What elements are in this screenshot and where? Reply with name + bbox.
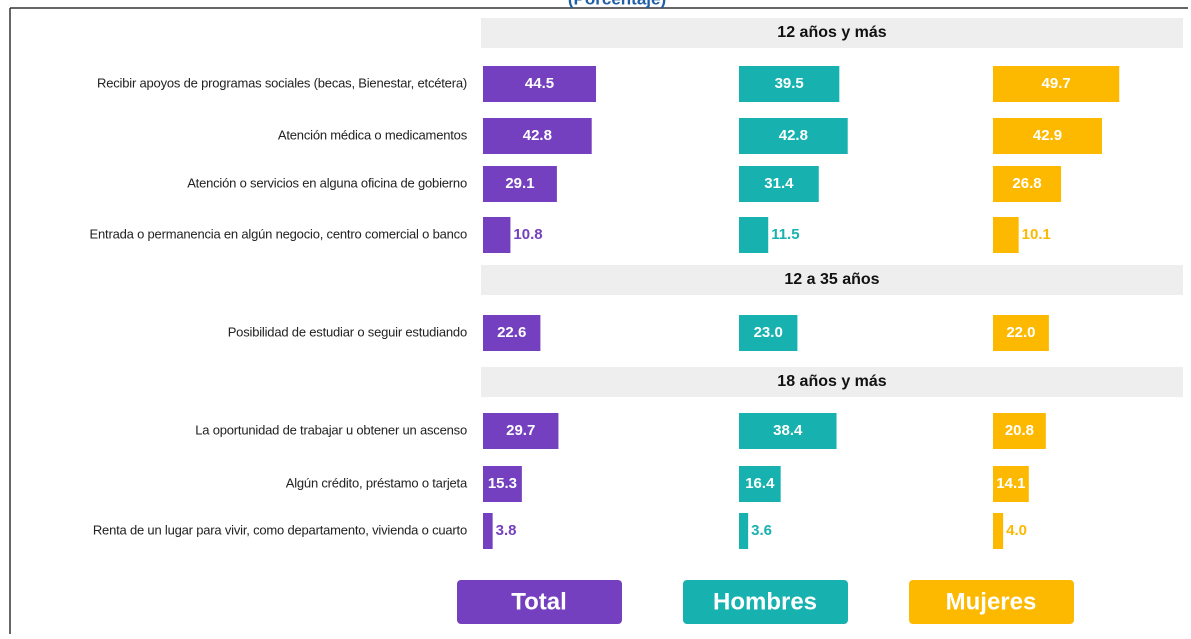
row-label: Posibilidad de estudiar o seguir estudia… [228,324,467,339]
section-title: 18 años y más [777,373,887,390]
bar [483,217,511,253]
section-band [481,18,1183,48]
bar [483,66,597,102]
bar [739,118,848,154]
value-label: 10.8 [513,226,542,243]
row-label: Entrada o permanencia en algún negocio, … [90,226,467,241]
legend-swatch [457,580,622,624]
bar [739,466,781,502]
bar [739,66,840,102]
section-band [481,265,1183,295]
value-label: 10.1 [1022,226,1051,243]
bar [739,166,819,202]
value-label: 39.5 [775,75,804,92]
bar [483,315,541,351]
chart-subtitle: (Porcentaje) [568,0,666,8]
bar [993,217,1019,253]
bar [739,513,749,549]
section-band [481,367,1183,397]
row-label: Atención o servicios en alguna oficina d… [187,175,467,190]
value-label: 44.5 [525,75,554,92]
bar [483,413,559,449]
value-label: 31.4 [764,175,794,192]
bar [993,166,1062,202]
bar [739,315,798,351]
value-label: 42.9 [1033,127,1062,144]
legend-swatch [909,580,1074,624]
value-label: 14.1 [996,475,1025,492]
bar [739,217,769,253]
value-label: 16.4 [745,475,775,492]
value-label: 49.7 [1042,75,1071,92]
value-label: 38.4 [773,422,803,439]
bar [993,466,1029,502]
section-title: 12 años y más [777,24,887,41]
bar [993,66,1120,102]
bar [483,166,557,202]
section-title: 12 a 35 años [784,271,879,288]
value-label: 29.7 [506,422,535,439]
value-label: 20.8 [1005,422,1034,439]
value-label: 26.8 [1012,175,1041,192]
row-label: La oportunidad de trabajar u obtener un … [195,422,467,437]
value-label: 3.8 [496,522,517,539]
bar [993,513,1004,549]
row-label: Algún crédito, préstamo o tarjeta [286,475,468,490]
legend-label: Mujeres [946,588,1037,615]
bar [993,315,1049,351]
bar [483,466,522,502]
value-label: 42.8 [779,127,808,144]
value-label: 42.8 [523,127,552,144]
legend-swatch [683,580,848,624]
row-label: Renta de un lugar para vivir, como depar… [93,522,467,537]
bar [993,118,1102,154]
value-label: 22.6 [497,324,526,341]
row-label: Atención médica o medicamentos [278,127,468,142]
bar [483,513,493,549]
value-label: 11.5 [771,226,799,243]
value-label: 29.1 [505,175,534,192]
value-label: 4.0 [1006,522,1027,539]
bar [739,413,837,449]
value-label: 15.3 [488,475,517,492]
value-label: 23.0 [754,324,783,341]
bar [483,118,592,154]
value-label: 3.6 [751,522,772,539]
bar [993,413,1046,449]
value-label: 22.0 [1006,324,1035,341]
row-label: Recibir apoyos de programas sociales (be… [97,75,467,90]
legend-label: Hombres [713,588,817,615]
legend-label: Total [511,588,567,615]
